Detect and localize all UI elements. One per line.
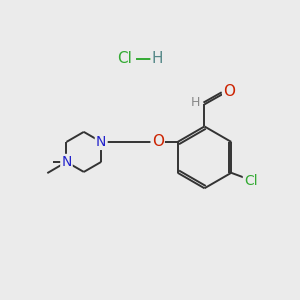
Text: O: O: [152, 134, 164, 149]
Text: N: N: [96, 135, 106, 149]
Text: Cl: Cl: [118, 51, 132, 66]
Text: H: H: [152, 51, 163, 66]
Text: O: O: [223, 84, 235, 99]
Text: N: N: [61, 155, 72, 169]
Text: Cl: Cl: [244, 174, 257, 188]
Text: N: N: [96, 135, 106, 149]
Text: H: H: [190, 96, 200, 110]
